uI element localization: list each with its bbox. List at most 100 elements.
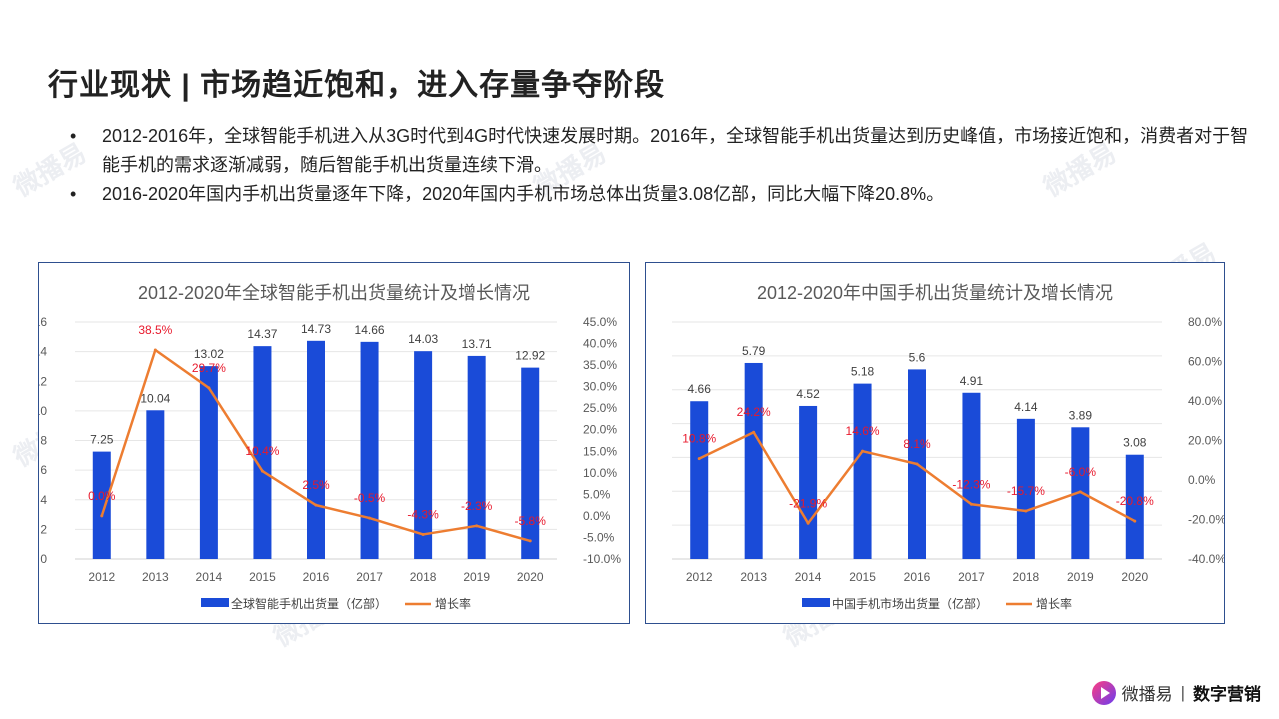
x-tick-label: 2015 [849,570,876,584]
growth-rate-point [368,516,372,520]
chart-title: 2012-2020年中国手机出货量统计及增长情况 [757,283,1113,303]
y-right-tick-label: 20.0% [583,423,617,437]
bar [467,355,486,559]
growth-rate-point [861,449,865,453]
growth-rate-label: 2.5% [302,478,330,492]
chart-title: 2012-2020年全球智能手机出货量统计及增长情况 [138,283,530,303]
legend-bar-swatch [802,598,830,607]
growth-rate-label: 24.2% [737,405,771,419]
y-right-tick-label: 20.0% [1188,434,1222,448]
bullet-text: 2016-2020年国内手机出货量逐年下降，2020年国内手机市场总体出货量3.… [102,184,945,204]
growth-rate-label: -15.7% [1007,484,1045,498]
bar-value-label: 14.37 [247,327,277,341]
y-right-tick-label: -20.0% [1188,513,1224,527]
global-shipments-chart: 2012-2020年全球智能手机出货量统计及增长情况 0 2 4 6 8 10 12 14 16 -… [39,283,621,611]
y-left-tick-label: 2 [40,522,47,536]
x-tick-label: 2016 [303,570,330,584]
y-right-tick-label: 80.0% [1188,315,1222,329]
growth-rate-label: -21.9% [789,496,827,510]
y-left-tick-label: 14 [39,345,47,359]
x-tick-label: 2014 [795,570,822,584]
x-tick-label: 2017 [356,570,383,584]
growth-rate-point [752,430,756,434]
y-right-tick-label: -10.0% [583,552,621,566]
x-tick-label: 2013 [740,570,767,584]
bar-value-label: 4.14 [1014,400,1038,414]
bar-value-label: 5.18 [851,365,875,379]
bar [1016,418,1035,559]
y-left-tick-label: 8 [40,434,47,448]
x-tick-label: 2019 [463,570,490,584]
bar-value-label: 4.91 [960,374,984,388]
logo-brand: 微播易 [1121,685,1173,704]
growth-rate-point [969,502,973,506]
y-right-tick-label: 40.0% [583,337,617,351]
growth-rate-label: -20.8% [1116,494,1154,508]
bar [414,351,433,559]
y-left-tick-label: 4 [40,493,47,507]
growth-rate-point [697,457,701,461]
bar [521,367,540,559]
legend-line-label: 增长率 [435,596,471,611]
growth-rate-label: -6.0% [1065,465,1097,479]
bullet-dot: • [70,184,77,204]
bar [199,366,218,559]
growth-rate-label: 14.6% [846,424,880,438]
bar-value-label: 3.08 [1123,436,1147,450]
bar-value-label: 14.66 [355,323,385,337]
y-right-tick-label: 60.0% [1188,355,1222,369]
bar-value-label: 5.79 [742,344,766,358]
x-tick-label: 2018 [410,570,437,584]
bullet-list: • 2012-2016年，全球智能手机进入从3G时代到4G时代快速发展时期。20… [70,122,1250,209]
y-left-tick-label: 6 [40,463,47,477]
bar-value-label: 10.04 [140,391,170,405]
growth-rate-point [915,462,919,466]
bar [853,383,872,559]
bar [1125,454,1144,559]
x-tick-label: 2014 [196,570,223,584]
growth-rate-point [100,514,104,518]
bullet-item: • 2016-2020年国内手机出货量逐年下降，2020年国内手机市场总体出货量… [70,180,1250,209]
growth-rate-label: -4.3% [407,507,439,521]
growth-rate-point [806,521,810,525]
bar-value-label: 4.52 [796,387,820,401]
global-chart-panel: 2012-2020年全球智能手机出货量统计及增长情况 0 2 4 6 8 10 12 14 16 -… [38,262,630,624]
legend-bar-label: 中国手机市场出货量（亿部） [832,596,988,611]
x-tick-label: 2015 [249,570,276,584]
growth-rate-point [1024,509,1028,513]
growth-rate-label: -0.5% [354,491,386,505]
bullet-item: • 2012-2016年，全球智能手机进入从3G时代到4G时代快速发展时期。20… [70,122,1250,180]
y-left-tick-label: 10 [39,404,47,418]
legend-bar-swatch [201,598,229,607]
x-tick-label: 2017 [958,570,985,584]
x-tick-label: 2012 [686,570,713,584]
bar [253,346,272,559]
bar [799,405,818,559]
bar [744,362,763,559]
logo-separator: | [1180,682,1185,702]
growth-rate-label: 8.1% [903,437,931,451]
x-tick-label: 2018 [1013,570,1040,584]
y-right-tick-label: -40.0% [1188,552,1224,566]
bar [146,410,165,559]
bar-value-label: 14.03 [408,332,438,346]
growth-rate-point [153,348,157,352]
y-right-tick-label: 25.0% [583,401,617,415]
china-chart-panel: 2012-2020年中国手机出货量统计及增长情况01234567-40.0%-2… [645,262,1225,624]
growth-rate-label: -12.3% [952,477,990,491]
growth-rate-label: -5.8% [515,514,547,528]
page-title: 行业现状 | 市场趋近饱和，进入存量争夺阶段 [48,69,666,102]
legend-bar-label: 全球智能手机出货量（亿部） [231,596,387,611]
bar [690,401,709,559]
y-right-tick-label: 40.0% [1188,394,1222,408]
growth-rate-label: 0.0% [88,489,116,503]
growth-rate-label: -2.3% [461,499,493,513]
bar-value-label: 13.71 [462,337,492,351]
logo-product: 数字营销 [1193,685,1261,704]
growth-rate-point [314,503,318,507]
bar-value-label: 14.73 [301,322,331,336]
y-right-tick-label: 10.0% [583,466,617,480]
play-logo-icon [1091,680,1116,705]
y-right-tick-label: 5.0% [583,487,611,501]
footer-logo: 微播易 | 数字营销 [1091,680,1261,705]
